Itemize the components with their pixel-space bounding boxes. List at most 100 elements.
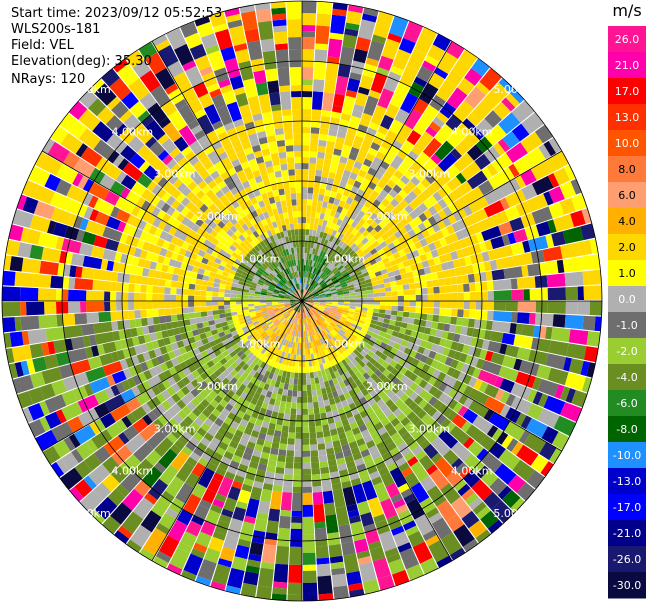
gate-cell — [326, 354, 332, 362]
gate-cell — [564, 314, 584, 330]
gate-cell — [407, 456, 419, 467]
gate-cell — [531, 337, 539, 350]
gate-cell — [323, 259, 328, 266]
gate-cell — [541, 426, 559, 445]
gate-cell — [338, 256, 345, 263]
gate-cell — [372, 156, 383, 166]
gate-cell — [480, 452, 503, 473]
gate-cell — [447, 332, 455, 341]
gate-cell — [319, 257, 324, 264]
gate-cell — [437, 152, 458, 172]
gate-cell — [365, 251, 373, 259]
gate-cell — [342, 189, 351, 197]
gate-cell — [383, 170, 394, 180]
gate-cell — [320, 315, 327, 320]
gate-cell — [540, 461, 554, 477]
gate-cell — [334, 142, 344, 151]
gate-cell — [403, 20, 423, 43]
gate-cell — [349, 289, 356, 294]
gate-cell — [341, 418, 350, 427]
gate-cell — [389, 446, 400, 457]
gate-cell — [360, 205, 369, 214]
gate-cell — [373, 481, 390, 503]
gate-cell — [367, 350, 375, 358]
gate-cell — [395, 134, 406, 145]
gate-cell — [326, 202, 334, 210]
gate-cell — [530, 454, 549, 473]
gate-cell — [393, 498, 406, 509]
gate-cell — [330, 160, 339, 168]
gate-cell — [356, 322, 364, 328]
gate-cell — [368, 445, 379, 455]
gate-cell — [493, 245, 514, 260]
gate-cell — [332, 299, 338, 301]
gate-cell — [354, 285, 361, 290]
gate-cell — [513, 228, 528, 243]
gate-cell — [347, 233, 355, 241]
gate-cell — [472, 367, 482, 379]
gate-cell — [313, 187, 320, 195]
gate-cell — [313, 303, 320, 306]
gate-cell — [367, 255, 375, 262]
gate-cell — [453, 380, 463, 391]
gate-cell — [467, 170, 488, 190]
gate-cell — [328, 129, 338, 137]
gate-cell — [317, 277, 322, 284]
gate-cell — [500, 391, 511, 404]
gate-cell — [377, 335, 385, 342]
gate-cell — [314, 346, 319, 354]
gate-cell — [339, 413, 348, 421]
gate-cell — [466, 225, 476, 236]
gate-cell — [323, 214, 330, 221]
gate-cell — [350, 333, 358, 340]
gate-cell — [377, 180, 387, 190]
gate-cell — [328, 366, 334, 374]
gate-cell — [313, 79, 325, 93]
gate-cell — [320, 207, 327, 214]
gate-cell — [351, 252, 358, 260]
gate-cell — [390, 247, 398, 255]
gate-cell — [345, 132, 356, 141]
gate-cell — [393, 169, 404, 180]
gate-cell — [322, 284, 328, 289]
gate-cell — [428, 376, 438, 386]
gate-cell — [365, 460, 376, 469]
gate-cell — [442, 195, 453, 206]
gate-cell — [362, 271, 370, 278]
gate-cell — [336, 218, 343, 226]
gate-cell — [422, 428, 434, 439]
gate-cell — [308, 278, 312, 285]
gate-cell — [444, 277, 452, 286]
gate-cell — [328, 171, 336, 180]
gate-cell — [342, 335, 349, 341]
gate-cell — [410, 330, 418, 338]
gate-cell — [362, 454, 373, 464]
gate-cell — [458, 334, 467, 344]
gate-cell — [309, 151, 318, 158]
gate-cell — [317, 1, 333, 15]
gate-cell — [333, 396, 341, 404]
gate-cell — [396, 150, 408, 160]
gate-cell — [313, 61, 327, 81]
gate-cell — [397, 332, 405, 340]
gate-cell — [343, 350, 351, 357]
gate-cell — [390, 286, 398, 292]
gate-cell — [304, 283, 307, 290]
gate-cell — [373, 308, 380, 313]
gate-cell — [511, 289, 524, 301]
gate-cell — [337, 292, 344, 296]
gate-cell — [416, 65, 434, 83]
gate-cell — [457, 301, 464, 309]
gate-cell — [509, 323, 517, 334]
gate-cell — [315, 333, 320, 341]
gate-cell — [331, 307, 338, 311]
gate-cell — [331, 320, 338, 326]
gate-cell — [328, 339, 334, 347]
gate-cell — [317, 287, 323, 292]
gate-cell — [509, 88, 525, 104]
gate-cell — [432, 116, 445, 128]
gate-cell — [306, 304, 313, 308]
gate-cell — [302, 247, 305, 254]
gate-cell — [411, 161, 422, 172]
gate-cell — [452, 369, 461, 380]
